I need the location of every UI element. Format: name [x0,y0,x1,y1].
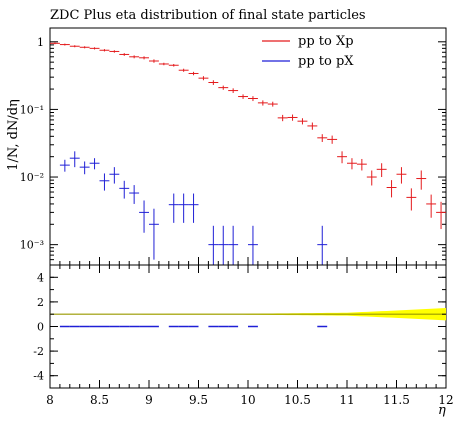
x-tick-label: 9 [145,393,153,407]
y-axis-label: 1/N, dN/dη [6,99,21,171]
chart-title: ZDC Plus eta distribution of final state… [50,8,366,23]
x-tick-label: 11 [339,393,354,407]
ratio-panel: 4 2 0 -2 -4 [33,264,447,389]
x-tick-label: 11.5 [383,393,410,407]
x-tick-label: 8 [46,393,54,407]
legend-label-pp-to-px: pp to pX [298,54,354,69]
y-tick-label: 1 [37,36,44,49]
ratio-y-tick-label: 0 [37,321,44,334]
main-panel: 1 10⁻¹ 10⁻² 10⁻³ [20,27,447,266]
x-tick-label: 8.5 [90,393,109,407]
series-pp-to-px [59,151,328,265]
x-axis: 8 8.5 9 9.5 10 10.5 11 11.5 12 [46,380,454,407]
x-tick-label: 9.5 [189,393,208,407]
x-tick-label: 10.5 [284,393,311,407]
x-tick-label: 10 [240,393,255,407]
ratio-y-tick-label: 4 [37,271,44,284]
x-axis-label: η [438,403,446,418]
main-frame [49,27,447,266]
y-tick-label: 10⁻² [20,171,44,184]
ratio-y-tick-label: -2 [33,345,44,358]
legend-label-pp-to-xp: pp to Xp [298,34,354,49]
legend: pp to Xp pp to pX [262,34,354,69]
ratio-y-tick-label: -4 [33,370,44,383]
y-tick-label: 10⁻¹ [20,103,44,116]
ratio-y-tick-label: 2 [37,296,44,309]
series-pp-to-xp [50,42,446,230]
y-tick-label: 10⁻³ [20,239,44,252]
x-tick-label: 12 [438,393,453,407]
